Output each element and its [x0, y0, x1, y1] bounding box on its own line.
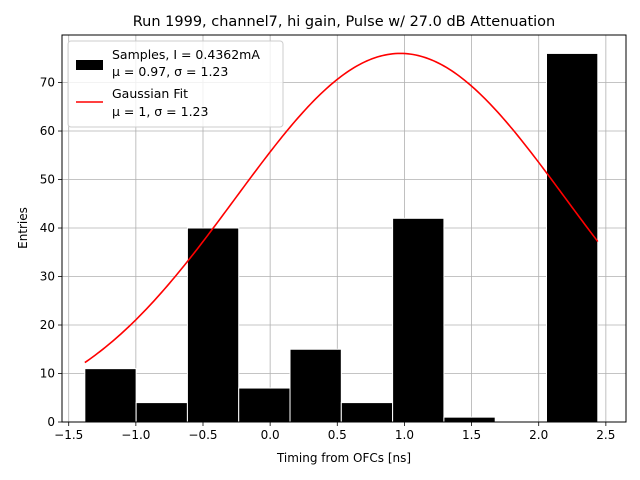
x-axis-label: Timing from OFCs [ns] [276, 451, 411, 465]
y-tick-label: 70 [40, 76, 55, 90]
histogram-bar [546, 52, 599, 423]
histogram-bars [84, 52, 599, 423]
chart-title: Run 1999, channel7, hi gain, Pulse w/ 27… [133, 14, 556, 30]
y-tick-label: 50 [40, 173, 55, 187]
x-axis-ticks: −1.5 −1.0 −0.5 0.0 0.5 1.0 1.5 2.0 2.5 [54, 422, 615, 442]
y-tick-label: 30 [40, 270, 55, 284]
x-tick-label: −1.5 [54, 428, 83, 442]
x-tick-label: −0.5 [188, 428, 217, 442]
gaussian-fit-curve [84, 52, 599, 364]
y-tick-label: 60 [40, 124, 55, 138]
histogram-bar [84, 368, 137, 423]
y-tick-label: 0 [47, 415, 55, 429]
y-tick-label: 10 [40, 367, 55, 381]
legend-samples-label-line1: Samples, I = 0.4362mA [112, 47, 260, 62]
histogram-bar [289, 348, 342, 423]
y-tick-label: 20 [40, 318, 55, 332]
legend-fit-label-line1: Gaussian Fit [112, 86, 188, 101]
x-tick-label: 2.5 [596, 428, 615, 442]
x-tick-label: 1.5 [462, 428, 481, 442]
plot-frame [61, 34, 627, 423]
x-tick-label: 2.0 [529, 428, 548, 442]
x-tick-label: 1.0 [395, 428, 414, 442]
legend-box [67, 40, 284, 128]
histogram-bar [135, 402, 188, 423]
legend: Samples, I = 0.4362mA μ = 0.97, σ = 1.23… [67, 40, 284, 128]
legend-samples-label-line2: μ = 0.97, σ = 1.23 [112, 64, 228, 79]
x-tick-label: 0.5 [328, 428, 347, 442]
x-tick-label: 0.0 [261, 428, 280, 442]
y-axis-label: Entries [16, 207, 30, 249]
histogram-bar [443, 416, 496, 423]
histogram-bar [392, 217, 445, 423]
histogram-bar [238, 387, 291, 423]
x-tick-label: −1.0 [121, 428, 150, 442]
legend-fit-label-line2: μ = 1, σ = 1.23 [112, 104, 208, 119]
y-tick-label: 40 [40, 221, 55, 235]
histogram-bar [340, 402, 394, 423]
histogram-bar [186, 227, 240, 423]
legend-samples-swatch [76, 60, 103, 70]
y-axis-ticks: 0 10 20 30 40 50 60 70 [40, 76, 62, 429]
